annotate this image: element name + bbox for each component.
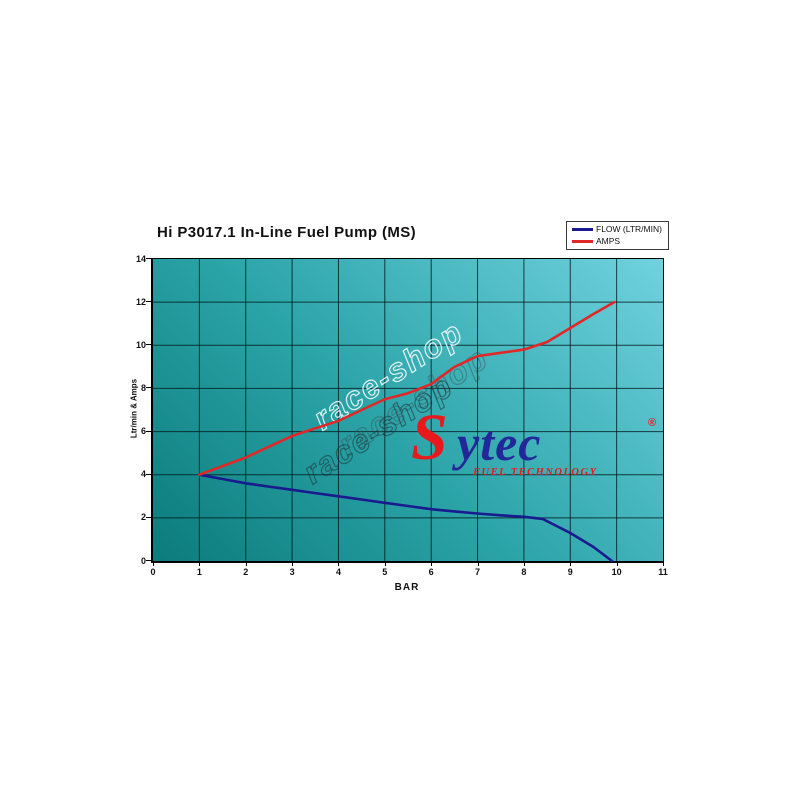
y-tick-label: 8 (140, 382, 146, 393)
legend: FLOW (LTR/MIN) AMPS (566, 221, 669, 250)
x-tick-mark (292, 562, 294, 566)
y-tick-label: 6 (140, 426, 146, 437)
y-tick-label: 4 (140, 469, 146, 480)
logo-ytec-text: ytec (457, 415, 542, 471)
x-tick-label: 4 (335, 567, 341, 577)
x-tick-mark (384, 562, 386, 566)
y-tick-label: 14 (135, 253, 146, 264)
x-tick-mark (245, 562, 247, 566)
y-tick-mark (146, 387, 151, 389)
x-tick-label: 1 (196, 567, 202, 577)
x-tick-mark (570, 562, 572, 566)
x-tick-label: 7 (475, 567, 481, 577)
x-axis-title: BAR (394, 582, 420, 593)
chart-title: Hi P3017.1 In-Line Fuel Pump (MS) (157, 224, 417, 241)
x-tick-mark (616, 562, 618, 566)
y-tick-mark (146, 258, 151, 259)
legend-line-swatch (572, 240, 593, 243)
legend-item: FLOW (LTR/MIN) (572, 225, 662, 234)
plot-area: race-shop race-shop race-shop S ytec ® F… (151, 258, 664, 563)
y-tick-mark (146, 516, 151, 518)
x-tick-label: 11 (658, 567, 668, 577)
flow-ltr-min-line (198, 473, 614, 563)
x-tick-label: 0 (150, 567, 156, 577)
legend-label: FLOW (LTR/MIN) (596, 224, 662, 234)
logo-s-letter: S (411, 401, 448, 474)
legend-item: AMPS (572, 237, 662, 246)
y-tick-label: 12 (135, 296, 146, 307)
x-tick-mark (153, 562, 154, 566)
x-tick-label: 5 (382, 567, 388, 577)
y-tick-label: 10 (135, 339, 146, 350)
x-tick-mark (431, 562, 433, 566)
y-tick-mark (146, 344, 151, 346)
x-tick-mark (523, 562, 525, 566)
sytec-logo: S ytec ® FUEL TECHNOLOGY (411, 405, 666, 489)
x-tick-label: 8 (521, 567, 527, 577)
x-tick-mark (338, 562, 340, 566)
x-tick-mark (663, 562, 664, 566)
legend-line-swatch (572, 228, 593, 231)
amps-line (198, 300, 616, 476)
x-tick-mark (199, 562, 201, 566)
logo-registered-mark: ® (648, 417, 657, 429)
gridlines (153, 259, 663, 561)
logo-tagline: FUEL TECHNOLOGY (473, 467, 598, 478)
y-tick-mark (146, 301, 151, 303)
y-tick-label: 2 (140, 512, 146, 523)
y-tick-mark (146, 430, 151, 432)
y-tick-label: 0 (140, 555, 146, 566)
x-tick-label: 3 (289, 567, 295, 577)
x-tick-mark (477, 562, 479, 566)
legend-label: AMPS (596, 236, 621, 246)
x-tick-label: 6 (428, 567, 434, 577)
x-tick-label: 10 (611, 567, 622, 577)
y-tick-mark (146, 473, 151, 475)
series-curves (198, 300, 616, 563)
x-tick-label: 2 (243, 567, 249, 577)
y-tick-mark (146, 560, 151, 561)
x-tick-label: 9 (567, 567, 573, 577)
